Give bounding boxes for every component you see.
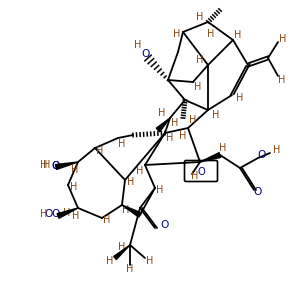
Text: H: H — [146, 256, 154, 266]
Text: H: H — [63, 208, 71, 218]
Text: H: H — [103, 215, 111, 225]
Polygon shape — [156, 118, 170, 132]
Text: H: H — [234, 30, 242, 40]
Text: O: O — [161, 220, 169, 230]
Text: H: H — [126, 264, 134, 274]
Text: O: O — [254, 187, 262, 197]
Text: O: O — [197, 167, 205, 177]
Polygon shape — [55, 162, 78, 170]
Text: H: H — [173, 29, 181, 39]
Text: H: H — [171, 118, 179, 128]
Text: H: H — [207, 29, 215, 39]
Text: H: H — [236, 93, 244, 103]
Text: H: H — [40, 160, 48, 170]
Text: O: O — [142, 49, 150, 59]
Text: H: H — [166, 133, 174, 143]
Text: H: H — [96, 146, 104, 156]
Text: H: H — [156, 185, 164, 195]
Polygon shape — [57, 208, 78, 218]
Text: H: H — [136, 166, 144, 176]
Text: O: O — [52, 209, 60, 219]
Text: H: H — [278, 75, 286, 85]
Text: H: H — [106, 256, 114, 266]
Text: H: H — [70, 182, 78, 192]
Text: H: H — [42, 160, 50, 170]
Text: H: H — [279, 34, 287, 44]
Text: H: H — [191, 171, 199, 181]
Text: H: H — [212, 110, 220, 120]
Text: H: H — [196, 55, 204, 65]
Text: H: H — [194, 82, 202, 92]
Text: H: H — [158, 108, 166, 118]
Text: H: H — [71, 165, 79, 175]
Text: O: O — [52, 161, 60, 171]
Text: H: H — [118, 242, 126, 252]
Text: H: H — [189, 115, 197, 125]
Text: H: H — [122, 205, 130, 215]
Text: H: H — [127, 177, 135, 187]
Polygon shape — [114, 245, 130, 260]
Polygon shape — [200, 153, 221, 162]
Text: O: O — [52, 161, 60, 171]
Text: O: O — [258, 150, 266, 160]
Text: H: H — [273, 145, 281, 155]
Text: H: H — [219, 143, 227, 153]
Text: O: O — [45, 209, 53, 219]
Text: H: H — [118, 139, 126, 149]
Text: H: H — [179, 131, 187, 141]
Text: H: H — [134, 40, 142, 50]
Text: H: H — [196, 12, 204, 22]
Text: H: H — [72, 211, 80, 221]
Polygon shape — [122, 205, 141, 217]
Text: H: H — [40, 209, 48, 219]
